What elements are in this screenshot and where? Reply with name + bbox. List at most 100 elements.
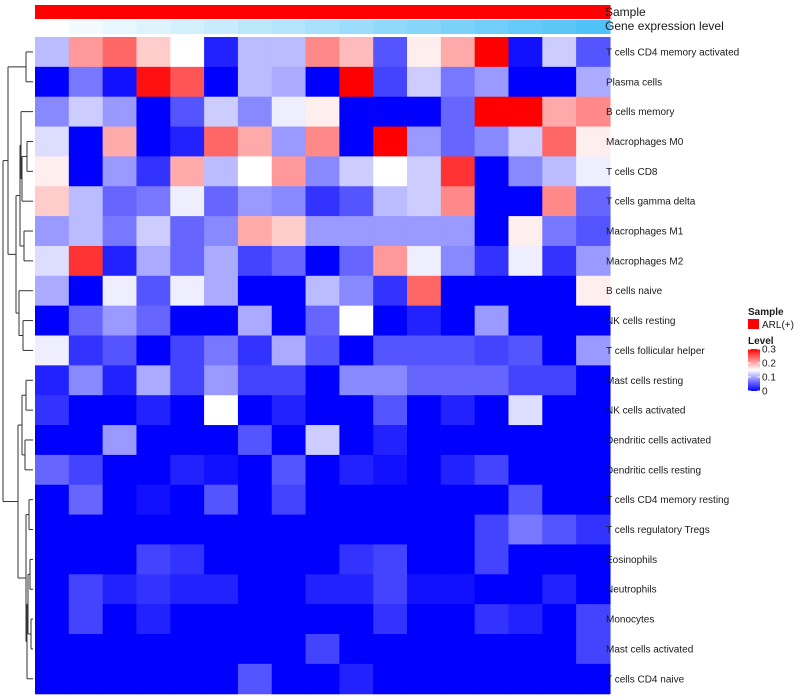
heatmap-cell — [474, 395, 510, 426]
heatmap-cell — [474, 425, 510, 456]
heatmap-cell — [440, 216, 476, 247]
heatmap-cell — [305, 604, 340, 635]
heatmap-cell — [576, 245, 611, 277]
gene-expression-annotation-cell — [68, 20, 104, 34]
heatmap-cell — [474, 663, 510, 695]
heatmap-cell — [339, 544, 374, 575]
legend-tick-label: 0.1 — [762, 373, 776, 384]
heatmap-cell — [474, 574, 510, 605]
heatmap-cell — [35, 395, 70, 426]
heatmap-cell — [305, 126, 340, 157]
heatmap-cell — [102, 156, 138, 187]
heatmap-cell — [339, 634, 374, 665]
heatmap-cell — [237, 37, 273, 68]
heatmap-cell — [576, 305, 611, 337]
heatmap-cell — [35, 335, 70, 366]
heatmap-cell — [474, 484, 510, 516]
heatmap-cell — [407, 454, 442, 486]
heatmap-cell — [68, 335, 104, 366]
heatmap-cell — [271, 186, 307, 217]
heatmap-cell — [271, 156, 307, 187]
heatmap-cell — [136, 454, 171, 486]
heatmap-cell — [271, 454, 307, 486]
heatmap-cell — [305, 454, 340, 486]
row-label: NK cells activated — [606, 406, 685, 417]
heatmap-cell — [305, 395, 340, 426]
heatmap-cell — [508, 156, 543, 187]
gene-expression-annotation-cell — [474, 20, 510, 34]
heatmap-cell — [305, 544, 340, 575]
heatmap-cell — [204, 425, 239, 456]
heatmap-cell — [68, 156, 104, 187]
heatmap-cell — [542, 514, 577, 546]
heatmap-cell — [542, 37, 577, 68]
heatmap-cell — [474, 96, 510, 128]
heatmap-cell — [339, 574, 374, 605]
heatmap-cell — [576, 395, 611, 426]
row-label: Eosinophils — [606, 555, 657, 566]
heatmap-cell — [339, 186, 374, 217]
heatmap-cell — [68, 245, 104, 277]
heatmap-cell — [508, 245, 543, 277]
heatmap-cell — [305, 663, 340, 695]
heatmap-cell — [339, 425, 374, 456]
heatmap-cell — [440, 425, 476, 456]
annotation-label-gene-expression: Gene expression level — [605, 19, 724, 33]
heatmap-cell — [68, 574, 104, 605]
heatmap-cell — [407, 66, 442, 98]
row-labels: T cells CD4 memory activated Plasma cells… — [606, 47, 739, 685]
heatmap-cell — [102, 425, 138, 456]
heatmap-cell — [407, 216, 442, 247]
legend-level-title: Level — [748, 336, 774, 347]
heatmap-cell — [508, 216, 543, 247]
heatmap-cell — [204, 66, 239, 98]
heatmap-cell — [237, 454, 273, 486]
heatmap-cell — [440, 305, 476, 337]
heatmap-cell — [237, 484, 273, 516]
heatmap-cell — [35, 365, 70, 396]
heatmap-cell — [35, 484, 70, 516]
heatmap-cell — [305, 156, 340, 187]
heatmap-cell — [474, 305, 510, 337]
heatmap-cell — [68, 634, 104, 665]
heatmap-cell — [339, 395, 374, 426]
heatmap-cell — [136, 126, 171, 157]
heatmap-cell — [576, 574, 611, 605]
heatmap-cell — [35, 454, 70, 486]
heatmap-cell — [440, 156, 476, 187]
heatmap-cell — [542, 604, 577, 635]
heatmap-cell — [136, 186, 171, 217]
heatmap-cell — [305, 275, 340, 307]
heatmap-cell — [474, 634, 510, 665]
legend-sample-swatch — [748, 319, 759, 329]
heatmap-cell — [542, 96, 577, 128]
heatmap-cell — [170, 305, 205, 337]
heatmap-cell — [305, 425, 340, 456]
heatmap-cell — [474, 216, 510, 247]
sample-annotation-cell — [542, 5, 577, 19]
heatmap-cell — [170, 245, 205, 277]
gene-expression-annotation-cell — [204, 20, 239, 34]
heatmap-cell — [102, 66, 138, 98]
heatmap-cell — [373, 96, 408, 128]
gene-expression-annotation-cell — [271, 20, 307, 34]
heatmap-cell — [542, 66, 577, 98]
heatmap-cell — [204, 186, 239, 217]
heatmap-cell — [204, 395, 239, 426]
heatmap-cell — [305, 574, 340, 605]
heatmap-cell — [474, 335, 510, 366]
heatmap-cell — [204, 663, 239, 695]
row-label: Neutrophils — [606, 585, 657, 596]
heatmap-cell — [170, 544, 205, 575]
heatmap-cell — [440, 66, 476, 98]
heatmap-cell — [35, 245, 70, 277]
heatmap-cell — [271, 37, 307, 68]
heatmap-cell — [373, 544, 408, 575]
heatmap-cell — [407, 156, 442, 187]
heatmap-cell — [271, 663, 307, 695]
legend-tick-label: 0.3 — [762, 345, 776, 356]
heatmap-cell — [237, 544, 273, 575]
heatmap-cell — [35, 216, 70, 247]
heatmap-cell — [35, 37, 70, 68]
heatmap-cell — [136, 514, 171, 546]
